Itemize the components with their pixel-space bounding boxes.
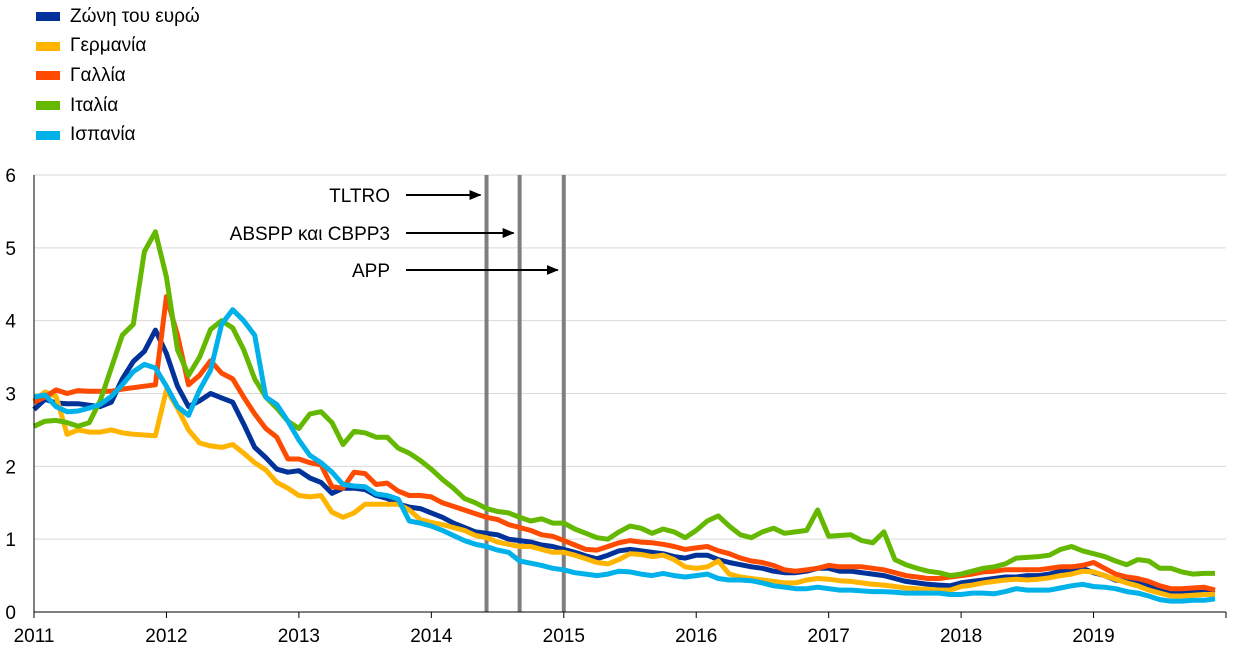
legend: Ζώνη του ευρώ Γερμανία Γαλλία Ιταλία Ισπανία <box>36 2 200 150</box>
legend-item: Ιταλία <box>36 91 200 121</box>
x-tick-label: 2018 <box>940 626 982 647</box>
marker-label: TLTRO <box>329 186 390 207</box>
series-line <box>32 229 1215 579</box>
marker-label: APP <box>352 261 390 282</box>
legend-swatch <box>36 130 60 140</box>
marker-annotations: TLTRO ABSPP και CBPP3 APP <box>230 186 559 282</box>
x-tick-label: 2015 <box>543 626 585 647</box>
legend-item: Γαλλία <box>36 61 200 91</box>
legend-label: Ισπανία <box>70 124 136 146</box>
x-tick-label: 2013 <box>278 626 320 647</box>
x-tick-label: 2012 <box>145 626 187 647</box>
legend-label: Ζώνη του ευρώ <box>70 5 200 27</box>
legend-label: Γαλλία <box>70 64 126 86</box>
y-tick-label: 6 <box>5 166 16 187</box>
legend-item: Ισπανία <box>36 120 200 150</box>
legend-label: Ιταλία <box>70 94 119 116</box>
legend-swatch <box>36 41 60 51</box>
x-tick-label: 2017 <box>808 626 850 647</box>
gridlines <box>34 174 1226 540</box>
series-line <box>32 327 1216 596</box>
series-lines <box>32 229 1216 604</box>
axes: 0 1 2 3 4 5 6 2011 2012 2013 2014 2015 2016 2017 2018 2… <box>5 166 1227 647</box>
y-tick-label: 5 <box>5 239 16 260</box>
legend-item: Γερμανία <box>36 32 200 62</box>
x-tick-label: 2016 <box>675 626 717 647</box>
series-line <box>32 294 1216 593</box>
legend-label: Γερμανία <box>70 35 147 57</box>
legend-item: Ζώνη του ευρώ <box>36 2 200 32</box>
series-line <box>32 387 1215 599</box>
y-tick-label: 1 <box>5 530 16 551</box>
y-tick-label: 2 <box>5 457 16 478</box>
legend-swatch <box>36 12 60 22</box>
legend-swatch <box>36 101 60 111</box>
x-tick-label: 2011 <box>14 626 55 647</box>
x-tick-label: 2019 <box>1072 626 1114 647</box>
marker-label: ABSPP και CBPP3 <box>230 224 390 245</box>
y-tick-label: 3 <box>5 385 16 406</box>
legend-swatch <box>36 71 60 81</box>
y-tick-label: 4 <box>5 312 16 333</box>
x-tick-label: 2014 <box>410 626 453 647</box>
series-line <box>33 307 1216 604</box>
y-tick-label: 0 <box>5 603 16 624</box>
